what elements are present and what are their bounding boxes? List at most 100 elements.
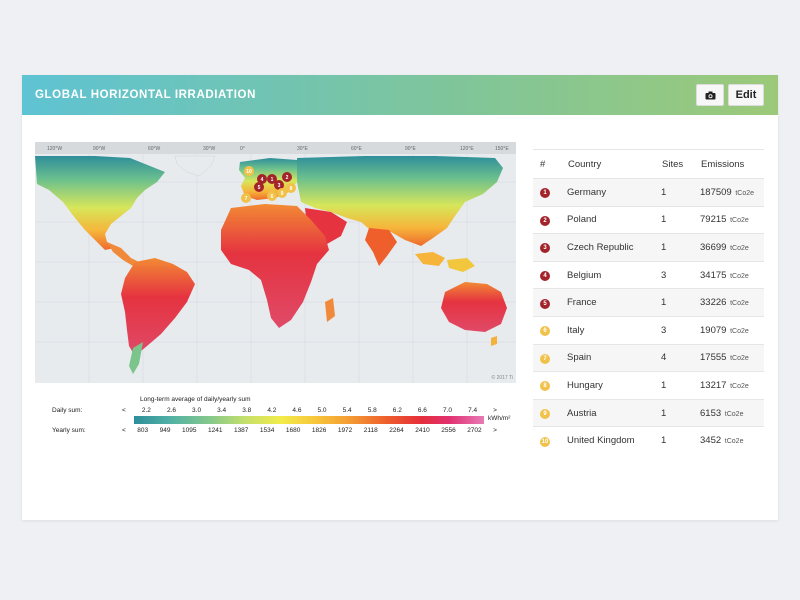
- sites-cell: 1: [661, 241, 667, 253]
- svg-text:9: 9: [281, 191, 284, 197]
- legend-yearly-ticks: <803 949 1095 1241 1387 1534 1680 1826 1972 2118 2…: [122, 427, 497, 434]
- emissions-cell: 6153 tCo2e: [700, 399, 764, 427]
- table-row[interactable]: 10 United Kingdom 1 3452 tCo2e: [533, 426, 764, 455]
- sites-cell: 3: [661, 324, 667, 336]
- rank-cell: 10: [533, 427, 567, 455]
- emissions-cell: 19079 tCo2e: [700, 316, 764, 344]
- emissions-unit: tCo2e: [730, 355, 749, 363]
- irradiation-card: GLOBAL HORIZONTAL IRRADIATION Edit: [22, 75, 778, 520]
- legend-daily-ticks: <2.2 2.6 3.0 3.4 3.8 4.2 4.6 5.0 5.4 5.8 6.2 6.6 7.0…: [122, 407, 497, 414]
- emissions-value: 187509: [700, 186, 732, 198]
- svg-text:5: 5: [258, 185, 261, 191]
- marker-9: 9: [277, 188, 287, 198]
- col-header-emissions[interactable]: Emissions: [700, 149, 764, 179]
- africa: [221, 204, 329, 328]
- table-header-row: # Country Sites Emissions: [533, 149, 764, 179]
- table-row[interactable]: 9 Austria 1 6153 tCo2e: [533, 399, 764, 427]
- country-cell: Spain: [567, 352, 592, 364]
- australia: [441, 282, 507, 332]
- country-cell: Belgium: [567, 269, 602, 281]
- rank-cell: 1: [533, 179, 567, 207]
- lon-label: 60°W: [148, 146, 161, 152]
- emissions-unit: tCo2e: [730, 300, 749, 308]
- legend-title: Long-term average of daily/yearly sum: [140, 396, 251, 403]
- emissions-value: 6153: [700, 407, 722, 419]
- svg-text:10: 10: [246, 169, 252, 175]
- rank-badge: 6: [540, 326, 550, 337]
- lon-label: 150°E: [495, 146, 509, 152]
- emissions-cell: 187509 tCo2e: [700, 179, 764, 207]
- asia: [297, 156, 503, 246]
- sites-cell: 1: [661, 186, 667, 198]
- rank-cell: 2: [533, 206, 567, 234]
- irradiation-legend: Long-term average of daily/yearly sum Da…: [52, 395, 522, 440]
- lon-label: 60°E: [351, 146, 363, 152]
- emissions-value: 3452: [700, 435, 722, 447]
- map-copyright: © 2017 Ti: [491, 375, 513, 381]
- camera-button[interactable]: [696, 84, 724, 106]
- country-cell: United Kingdom: [567, 435, 635, 447]
- rank-cell: 5: [533, 289, 567, 317]
- svg-text:6: 6: [271, 194, 274, 200]
- longitude-labels: 120°W 90°W 60°W 30°W 0° 30°E 60°E 90°E 1…: [47, 146, 509, 152]
- emissions-unit: tCo2e: [730, 382, 749, 390]
- rank-badge: 5: [540, 298, 550, 309]
- svg-text:3: 3: [278, 183, 281, 189]
- rank-badge: 9: [540, 409, 550, 420]
- sites-cell: 1: [661, 214, 667, 226]
- country-cell: Austria: [567, 407, 597, 419]
- marker-4: 4: [257, 174, 267, 184]
- rank-badge: 10: [540, 436, 550, 447]
- svg-text:2: 2: [286, 175, 289, 181]
- lon-label: 90°E: [405, 146, 417, 152]
- site-markers[interactable]: 10 4 1 2 5 3 9 8 6 7: [241, 166, 296, 203]
- south-america: [121, 258, 195, 356]
- camera-icon: [705, 91, 715, 99]
- edit-button[interactable]: Edit: [728, 84, 764, 106]
- emissions-cell: 79215 tCo2e: [700, 206, 764, 234]
- table-row[interactable]: 3 Czech Republic 1 36699 tCo2e: [533, 233, 764, 262]
- rank-badge: 8: [540, 381, 550, 392]
- table-row[interactable]: 8 Hungary 1 13217 tCo2e: [533, 371, 764, 400]
- emissions-unit: tCo2e: [730, 272, 749, 280]
- emissions-value: 33226: [700, 297, 727, 309]
- table-row[interactable]: 4 Belgium 3 34175 tCo2e: [533, 261, 764, 289]
- table-row[interactable]: 2 Poland 1 79215 tCo2e: [533, 206, 764, 234]
- emissions-unit: tCo2e: [735, 189, 755, 197]
- legend-unit: kWh/m²: [488, 415, 511, 422]
- lon-label: 30°E: [297, 146, 309, 152]
- marker-3: 3: [274, 180, 284, 190]
- legend-yearly-label: Yearly sum:: [52, 427, 86, 434]
- table-row[interactable]: 6 Italy 3 19079 tCo2e: [533, 316, 764, 344]
- col-header-country[interactable]: Country: [567, 149, 661, 179]
- marker-7: 7: [241, 193, 251, 203]
- marker-1: 1: [267, 174, 277, 184]
- emissions-cell: 34175 tCo2e: [700, 261, 764, 289]
- table-row[interactable]: 5 France 1 33226 tCo2e: [533, 288, 764, 317]
- emissions-value: 13217: [700, 379, 727, 391]
- rank-cell: 7: [533, 344, 567, 372]
- sites-cell: 3: [661, 269, 667, 281]
- table-row[interactable]: 7 Spain 4 17555 tCo2e: [533, 344, 764, 372]
- emissions-value: 19079: [700, 324, 727, 336]
- col-header-sites[interactable]: Sites: [661, 149, 700, 179]
- rank-badge: 4: [540, 271, 550, 282]
- country-cell: Czech Republic: [567, 241, 634, 253]
- rank-cell: 4: [533, 261, 567, 289]
- col-header-rank[interactable]: #: [533, 149, 567, 179]
- card-header: GLOBAL HORIZONTAL IRRADIATION Edit: [22, 75, 778, 115]
- svg-text:7: 7: [245, 196, 248, 202]
- emissions-value: 36699: [700, 241, 727, 253]
- svg-text:4: 4: [261, 177, 264, 183]
- rank-cell: 6: [533, 316, 567, 344]
- north-america: [35, 156, 165, 250]
- lon-label: 0°: [240, 146, 245, 152]
- table-row[interactable]: 1 Germany 1 187509 tCo2e: [533, 178, 764, 207]
- emissions-cell: 13217 tCo2e: [700, 372, 764, 400]
- marker-5: 5: [254, 182, 264, 192]
- emissions-unit: tCo2e: [730, 327, 749, 335]
- irradiation-map[interactable]: 120°W 90°W 60°W 30°W 0° 30°E 60°E 90°E 1…: [35, 142, 516, 383]
- lon-label: 120°W: [47, 146, 62, 152]
- marker-8: 8: [286, 183, 296, 193]
- country-cell: Germany: [567, 186, 607, 198]
